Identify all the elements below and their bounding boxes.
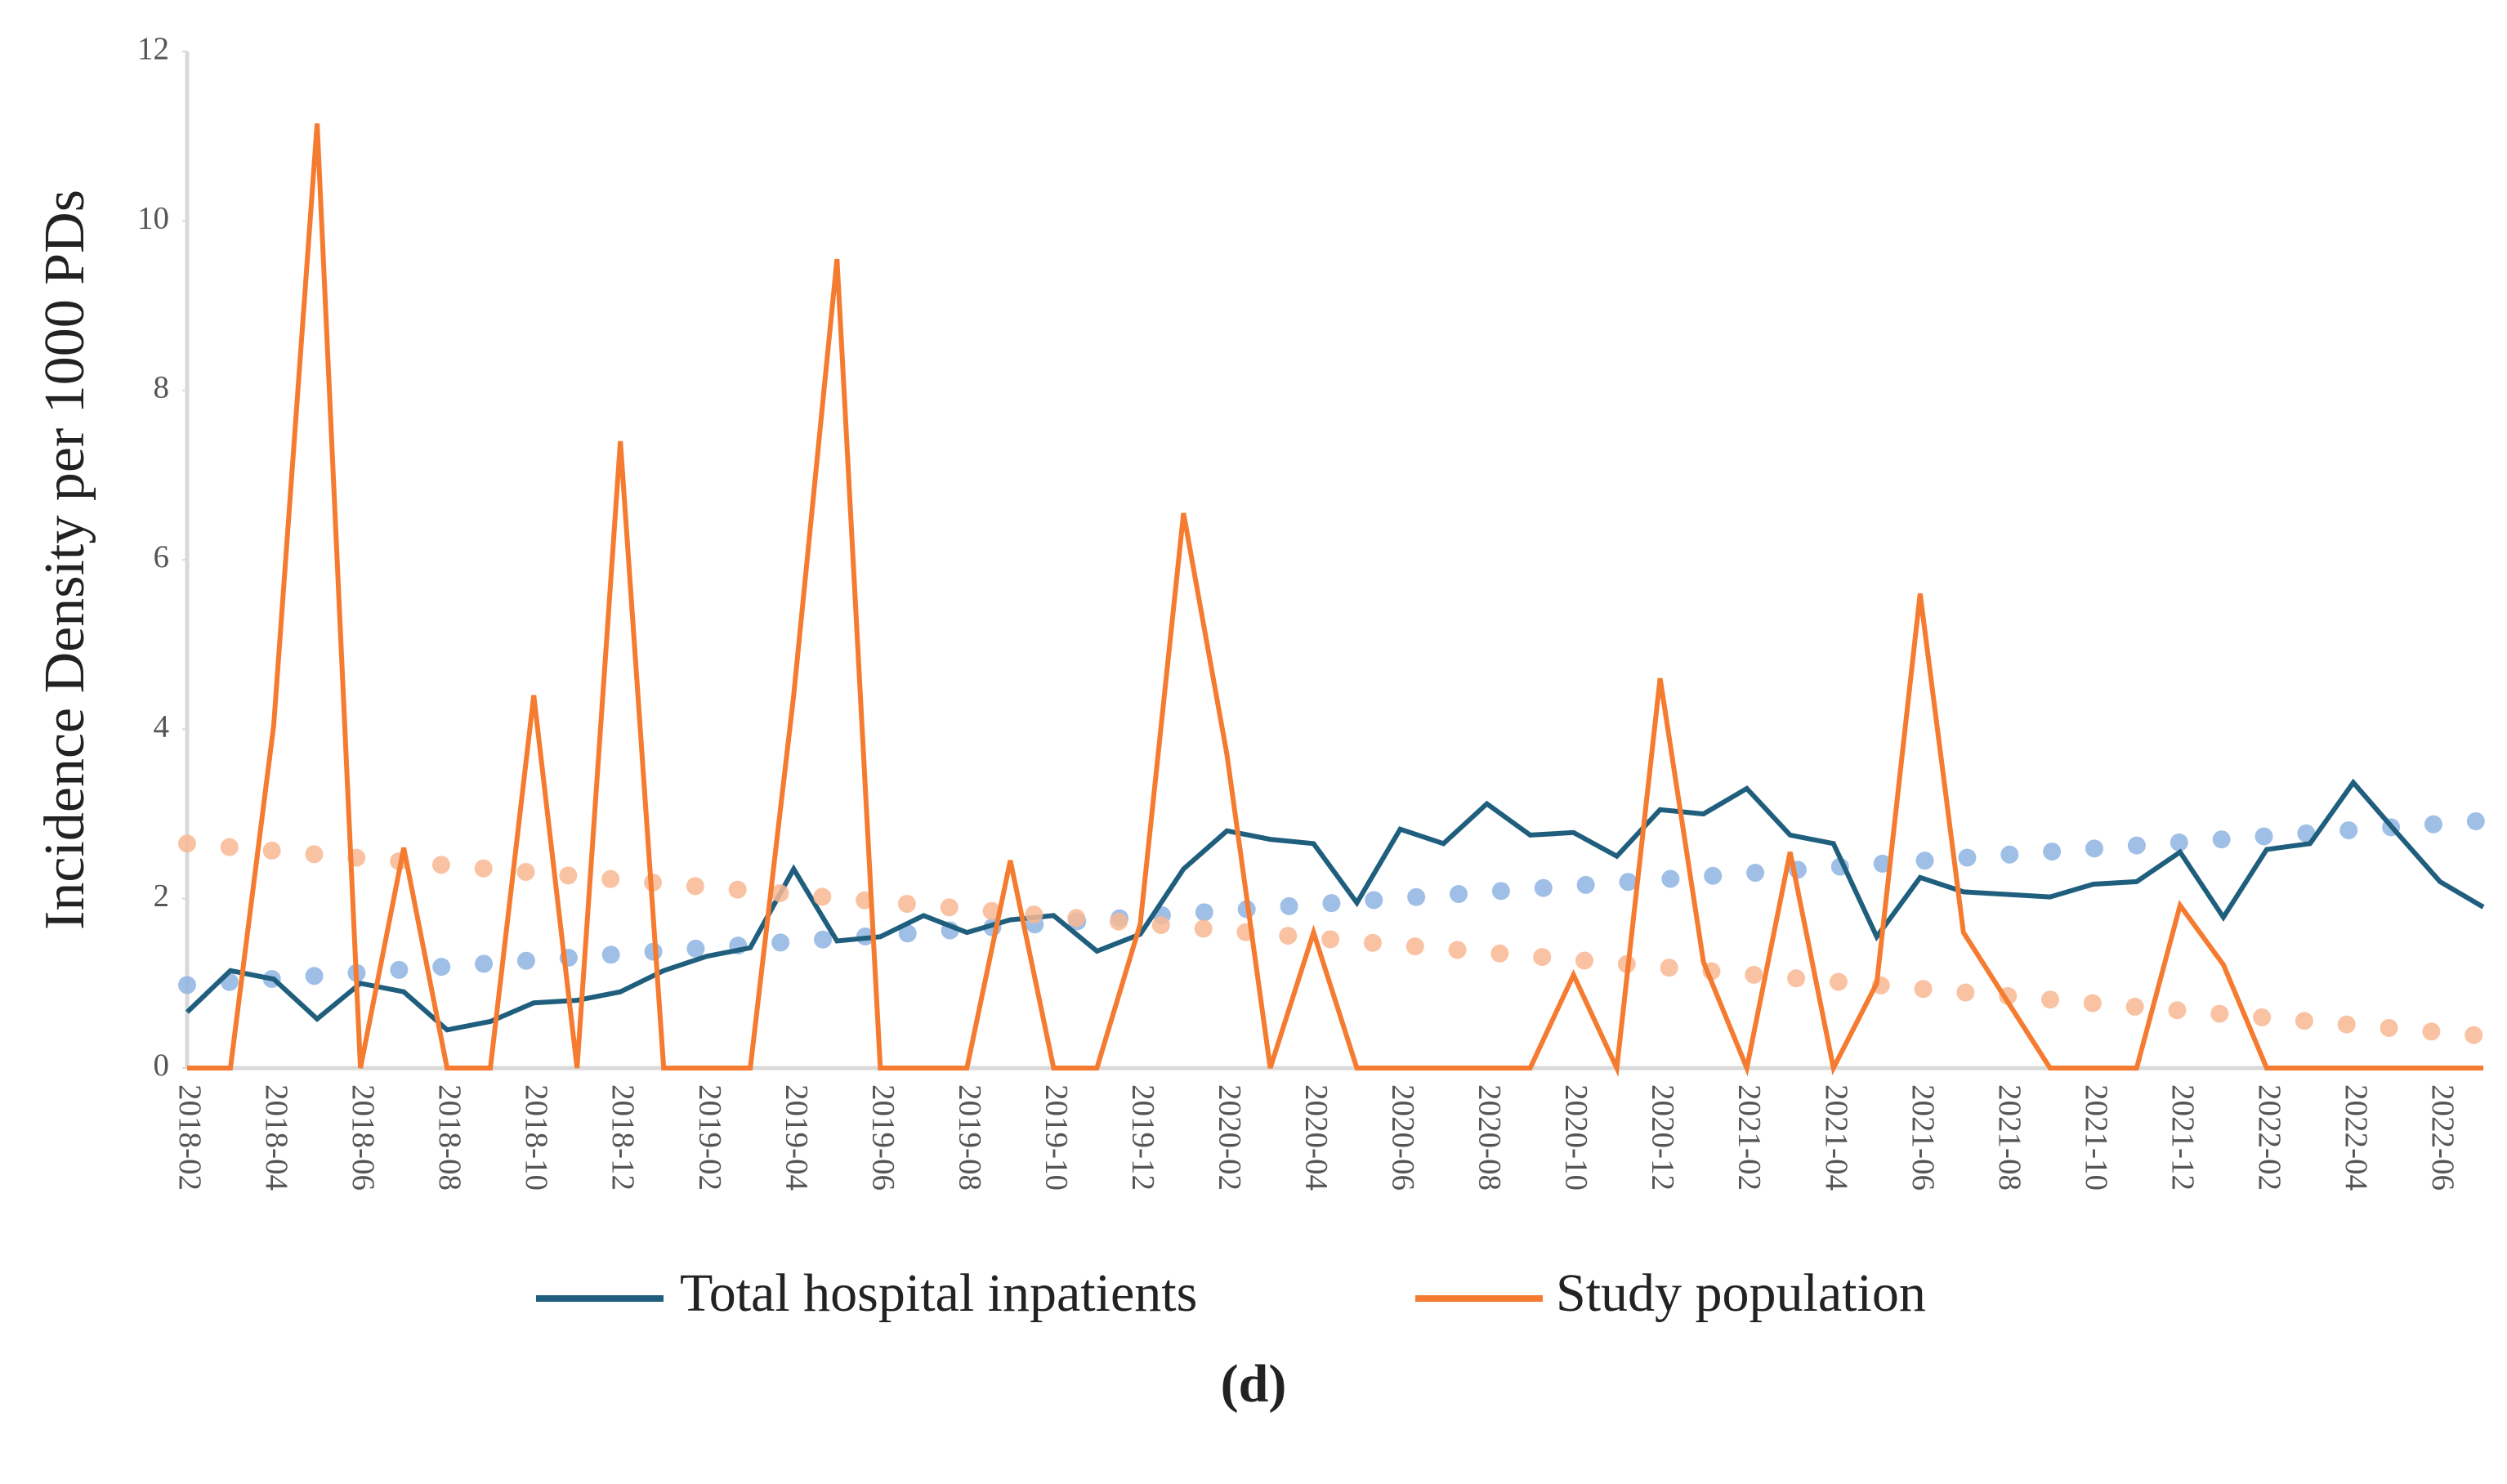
x-tick-label: 2020-10 [1559,1084,1594,1191]
x-tick-label: 2021-06 [1906,1084,1941,1191]
x-tick-label: 2018-02 [172,1084,208,1191]
x-tick-label: 2019-04 [779,1084,814,1191]
x-tick-label: 2019-12 [1125,1084,1160,1191]
x-tick-label: 2019-10 [1039,1084,1074,1191]
x-tick-label: 2020-08 [1472,1084,1508,1191]
x-tick-label: 2021-02 [1732,1084,1767,1191]
x-tick-label: 2021-12 [2165,1084,2201,1191]
y-tick-label: 6 [154,539,170,574]
y-tick-label: 0 [154,1048,170,1083]
trend-line [178,811,2492,995]
trend-line [178,834,2492,1045]
x-tick-label: 2021-10 [2079,1084,2114,1191]
x-tick-label: 2020-06 [1386,1084,1421,1191]
x-tick-label: 2020-04 [1299,1084,1334,1191]
legend-label: Study population [1556,1263,1926,1323]
y-tick-label: 4 [154,708,170,744]
x-tick-label: 2020-02 [1212,1084,1247,1191]
x-tick-label: 2019-06 [865,1084,900,1191]
y-tick-label: 2 [154,878,170,914]
x-tick-label: 2020-12 [1646,1084,1681,1191]
x-tick-label: 2021-08 [1992,1084,2027,1191]
y-tick-label: 10 [137,200,169,235]
x-tick-label: 2022-02 [2252,1084,2287,1191]
x-tick-label: 2019-02 [692,1084,727,1191]
x-tick-label: 2022-06 [2425,1084,2460,1191]
x-tick-label: 2018-04 [259,1084,294,1191]
y-tick-label: 8 [154,370,170,405]
caption: (d) [1221,1354,1287,1414]
series-line [187,123,2483,1077]
legend-label: Total hospital inpatients [680,1263,1197,1323]
x-tick-label: 2018-06 [346,1084,381,1191]
y-tick-label: 12 [137,31,169,66]
x-tick-label: 2019-08 [952,1084,987,1191]
x-tick-label: 2021-04 [1819,1084,1854,1191]
x-tick-label: 2018-12 [606,1084,641,1191]
x-tick-label: 2018-08 [432,1084,467,1191]
x-tick-label: 2018-10 [519,1084,554,1191]
y-axis-label: Incidence Density per 1000 PDs [34,190,96,930]
x-tick-label: 2022-04 [2339,1084,2374,1191]
